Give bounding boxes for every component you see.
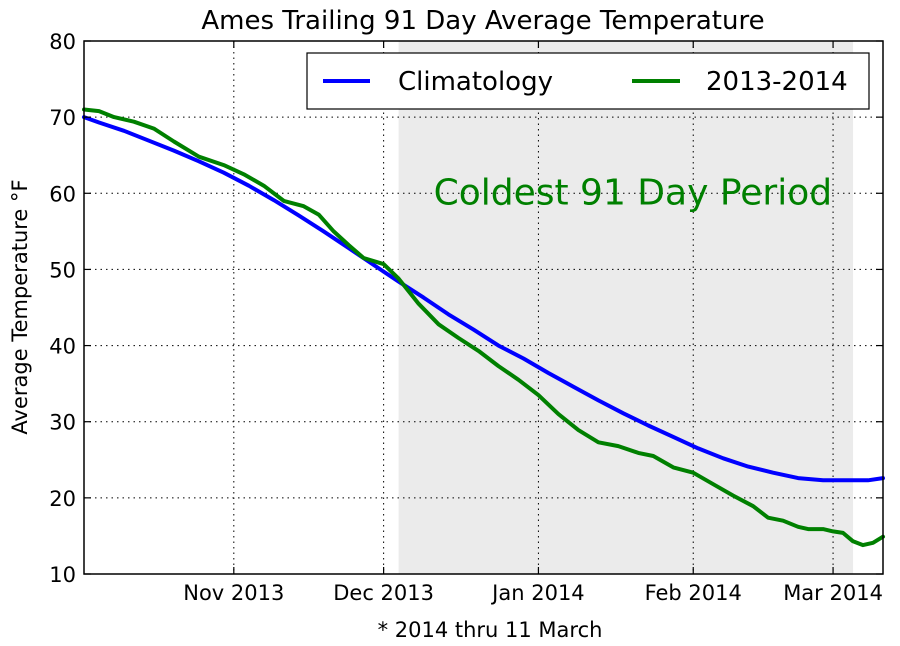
x-tick-label: Jan 2014 [490,581,585,605]
coldest-period-shade [398,41,854,574]
legend-label: Climatology [398,67,553,97]
plot-frame [83,40,884,575]
tick-layer: 10 20 30 40 50 60 70 80 Nov 2013 Dec 2013 Jan 2014… [49,30,883,605]
y-tick-label: 10 [49,563,76,587]
series-layer [82,107,885,548]
chart-title: Ames Trailing 91 Day Average Temperature [201,6,764,36]
season-2013-2014-line [82,107,885,548]
x-tick-label: Mar 2014 [783,581,883,605]
y-tick-label: 30 [49,411,76,435]
climatology-line [82,115,885,483]
x-tick-label: Nov 2013 [183,581,284,605]
y-tick-label: 80 [49,30,76,54]
y-tick-label: 50 [49,258,76,282]
legend-box [306,52,870,110]
x-axis-label: * 2014 thru 11 March [378,618,603,642]
grid-layer [84,41,883,574]
x-tick-label: Dec 2013 [333,581,434,605]
y-tick-label: 70 [49,106,76,130]
y-tick-label: 20 [49,487,76,511]
coldest-period-label: Coldest 91 Day Period [434,173,833,214]
y-tick-label: 40 [49,335,76,359]
x-tick-label: Feb 2014 [645,581,742,605]
legend-label: 2013-2014 [706,67,848,97]
y-tick-label: 60 [49,182,76,206]
y-axis-label: Average Temperature °F [8,179,32,434]
shaded-region-layer [398,41,854,574]
legend: Climatology 2013-2014 [306,52,870,110]
